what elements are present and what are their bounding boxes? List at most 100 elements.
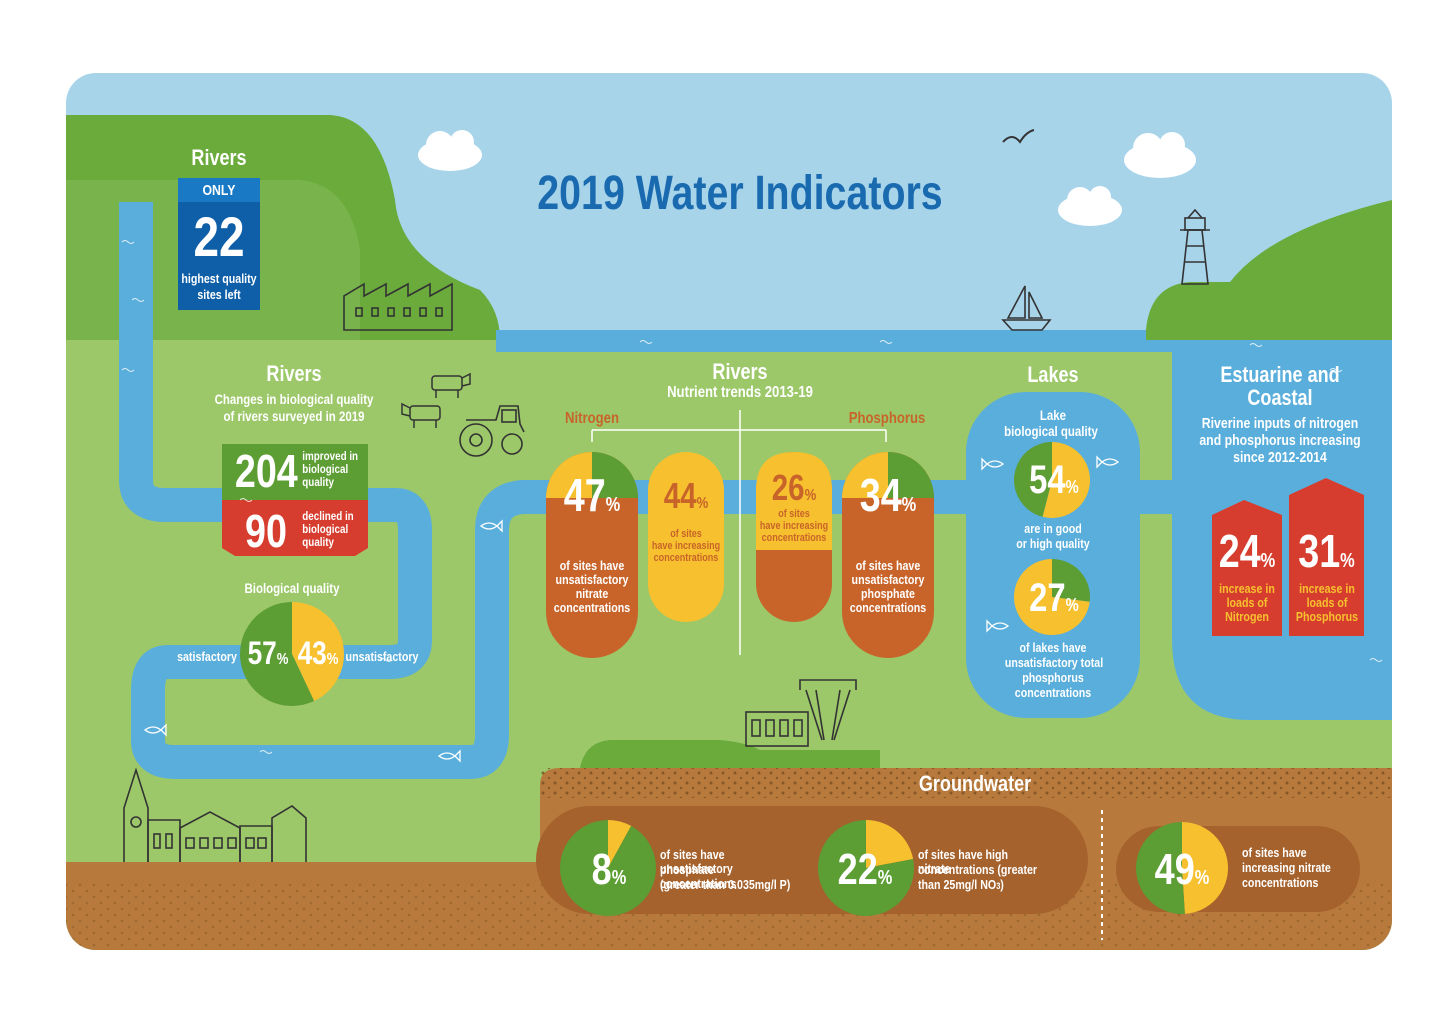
capsule-lower-cover xyxy=(842,498,934,546)
phos-incr-l3: concentrations xyxy=(761,532,827,544)
estuarine-heading-1: Estuarine and xyxy=(1220,362,1340,387)
nitrate-incr-l1: of sites xyxy=(670,528,702,540)
lakes-good-l1: are in good xyxy=(1024,521,1082,536)
capsule-lower-cover xyxy=(546,498,638,546)
estuarine-sub-2: and phosphorus increasing xyxy=(1199,432,1361,449)
lakes-unsat-pct: 27% xyxy=(1029,576,1079,620)
church-icon xyxy=(123,767,307,862)
improved-label-1: improved in xyxy=(302,449,359,463)
phos-unsat-l2: unsatisfactory xyxy=(851,572,925,587)
cow-icon xyxy=(401,372,471,428)
declined-label-2: biological xyxy=(302,522,349,536)
nitrate-incr-l2: have increasing xyxy=(651,540,721,552)
gw-increasing-l1: of sites have xyxy=(1242,845,1307,860)
water-tower-icon xyxy=(745,679,857,747)
phosphorus-label: Phosphorus xyxy=(848,410,926,427)
rivers-highest-only: ONLY xyxy=(202,182,236,199)
improved-label-3: quality xyxy=(302,475,335,489)
rivers-bio-heading: Rivers xyxy=(266,361,322,386)
lakes-sub-1: Lake xyxy=(1039,407,1067,423)
gw-nitrate-l2: concentrations (greater xyxy=(918,862,1038,877)
improved-value: 204 xyxy=(234,445,298,497)
nutrient-sub: Nutrient trends 2013-19 xyxy=(667,384,813,401)
bio-pie-title: Biological quality xyxy=(244,580,340,596)
estuarine-nitrogen-l2: loads of xyxy=(1226,595,1268,610)
factory-icon xyxy=(343,282,453,331)
gw-phosphate-pct: 8% xyxy=(591,845,627,894)
estuarine-phosphorus-l1: increase in xyxy=(1299,581,1355,596)
nitrate-incr-pct: 44% xyxy=(663,475,709,516)
page-title: 2019 Water Indicators xyxy=(537,167,943,220)
phos-unsat-pct: 34% xyxy=(859,469,917,521)
fish-icon xyxy=(143,455,1120,763)
gw-increasing-pie xyxy=(1135,822,1228,915)
estuarine-nitrogen-pct: 24% xyxy=(1218,525,1276,577)
phos-incr-l1: of sites xyxy=(778,508,810,520)
nutrient-heading: Rivers xyxy=(712,359,768,384)
declined-value: 90 xyxy=(245,505,287,557)
bio-quality-pie xyxy=(240,602,345,706)
gw-nitrate-l3: than 25mg/l NO3) xyxy=(918,877,1004,892)
nitrate-unsat-l1: of sites have xyxy=(559,558,625,573)
nitrogen-label: Nitrogen xyxy=(565,410,619,427)
sailboat-icon xyxy=(1001,285,1052,331)
lakes-unsat-l1: of lakes have xyxy=(1019,640,1087,655)
rivers-highest-heading: Rivers xyxy=(191,145,247,170)
gw-phosphate-pie xyxy=(560,820,656,916)
estuarine-heading-2: Coastal xyxy=(1247,385,1313,410)
phos-unsat-l3: phosphate xyxy=(861,586,915,601)
unsatisfactory-pct: 43% xyxy=(297,635,339,671)
gw-nitrate-pie xyxy=(818,820,914,917)
cloud-icon xyxy=(418,130,1196,226)
improved-label-2: biological xyxy=(302,462,349,476)
lakes-good-pct: 54% xyxy=(1029,458,1079,502)
rivers-highest-caption-1: highest quality xyxy=(181,271,257,286)
estuarine-phosphorus-l2: loads of xyxy=(1306,595,1348,610)
rivers-highest-value: 22 xyxy=(193,205,245,268)
tractor-icon xyxy=(459,405,525,457)
phos-unsat-l4: concentrations xyxy=(849,600,927,615)
estuarine-phosphorus-pct: 31% xyxy=(1298,525,1355,577)
rivers-highest-caption-2: sites left xyxy=(197,287,241,302)
unsatisfactory-label: unsatisfactory xyxy=(345,649,419,664)
gw-phosphate-l2: phosphate concentrations xyxy=(660,862,737,892)
satisfactory-label: satisfactory xyxy=(177,649,237,664)
estuarine-sub-1: Riverine inputs of nitrogen xyxy=(1201,415,1359,432)
rivers-bio-sub-2: of rivers surveyed in 2019 xyxy=(223,408,365,424)
lakes-sub-2: biological quality xyxy=(1004,423,1098,439)
phos-incr-l2: have increasing xyxy=(759,520,829,532)
gw-increasing-l3: concentrations xyxy=(1242,875,1319,890)
estuarine-nitrogen-l3: Nitrogen xyxy=(1225,609,1269,624)
gw-increasing-l2: increasing nitrate xyxy=(1242,860,1331,875)
groundwater-heading: Groundwater xyxy=(918,771,1032,796)
lakes-unsat-l4: concentrations xyxy=(1014,685,1092,700)
bird-icon xyxy=(1002,129,1035,144)
lakes-unsat-l3: phosphorus xyxy=(1022,670,1084,685)
nitrate-unsat-pct: 47% xyxy=(563,469,621,521)
gw-nitrate-pct: 22% xyxy=(837,845,893,894)
lighthouse-icon xyxy=(1180,208,1210,285)
lakes-unsat-pie xyxy=(1014,559,1090,636)
phos-incr-pct: 26% xyxy=(771,467,817,508)
phos-unsat-l1: of sites have xyxy=(855,558,921,573)
satisfactory-pct: 57% xyxy=(247,635,289,671)
gw-increasing-pct: 49% xyxy=(1154,845,1210,894)
estuarine-phosphorus-l3: Phosphorus xyxy=(1295,609,1359,624)
gw-phosphate-l3: (greater than 0.035mg/l P) xyxy=(660,877,791,892)
rivers-bio-sub-1: Changes in biological quality xyxy=(214,391,374,407)
lakes-unsat-l2: unsatisfactory total xyxy=(1004,655,1104,670)
declined-label-3: quality xyxy=(302,535,335,549)
estuarine-nitrogen-l1: increase in xyxy=(1219,581,1275,596)
lakes-good-l2: or high quality xyxy=(1016,536,1090,551)
nitrate-incr-l3: concentrations xyxy=(653,552,719,564)
lakes-good-pie xyxy=(1014,442,1091,518)
declined-label-1: declined in xyxy=(302,509,354,523)
gw-phosphate-l1: of sites have unsatisfactory xyxy=(660,847,733,877)
nitrate-unsat-l3: nitrate xyxy=(575,586,609,601)
nitrate-unsat-l4: concentrations xyxy=(553,600,631,615)
gw-nitrate-l1: of sites have high nitrate xyxy=(918,847,1009,877)
nitrate-unsat-l2: unsatisfactory xyxy=(555,572,629,587)
estuarine-sub-3: since 2012-2014 xyxy=(1233,449,1327,466)
